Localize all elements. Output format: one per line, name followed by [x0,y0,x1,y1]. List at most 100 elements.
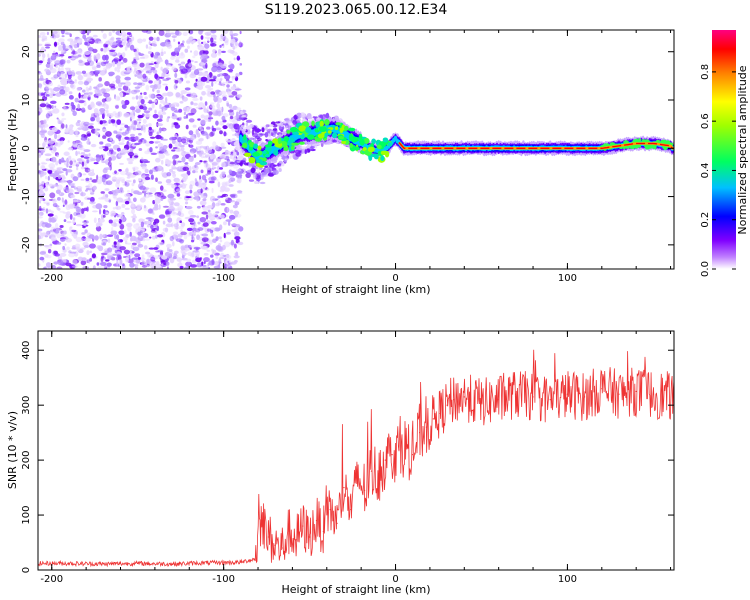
noise-speckle [181,156,186,163]
track-green-knot [319,120,324,127]
noise-speckle [220,142,225,147]
noise-speckle [228,60,232,65]
noise-speckle [94,128,98,135]
snr-xtick-label: 0 [392,574,398,585]
noise-speckle [105,44,109,48]
noise-speckle [231,223,238,226]
noise-speckle [68,179,72,185]
noise-speckle [126,66,131,72]
noise-speckle [120,239,123,243]
noise-speckle [100,261,107,267]
noise-speckle [173,202,180,207]
noise-speckle [153,43,157,47]
snr-data-point [343,486,345,489]
noise-speckle [152,113,159,119]
noise-speckle [55,227,60,231]
noise-speckle [59,225,64,229]
noise-speckle [228,95,234,98]
noise-speckle [148,41,151,46]
noise-speckle [124,81,131,87]
noise-speckle [118,169,122,172]
noise-speckle [121,203,126,209]
noise-speckle [127,157,134,163]
snr-data-point [463,396,465,398]
snr-data-point [267,536,269,538]
noise-speckle [74,79,77,82]
noise-speckle [92,34,98,38]
noise-speckle [193,50,199,57]
noise-speckle [212,213,217,217]
noise-speckle [38,43,43,47]
snr-data-point [363,489,366,491]
noise-speckle [77,48,83,54]
transition-speckle [242,109,247,113]
track-green-knot [242,142,248,147]
noise-speckle [68,250,72,254]
track-green-knot [371,138,377,145]
noise-speckle [130,133,136,137]
noise-speckle [196,81,203,87]
noise-speckle [38,263,41,267]
noise-speckle [44,44,52,47]
noise-speckle [151,211,154,215]
noise-speckle [169,235,174,242]
noise-speckle [150,229,156,233]
noise-speckle [104,250,110,254]
noise-speckle [89,122,94,126]
noise-speckle [90,143,97,148]
noise-speckle [114,67,118,72]
track-green-knot [653,144,657,150]
noise-speckle [230,33,236,37]
noise-speckle [135,108,141,114]
noise-speckle [201,237,209,243]
noise-speckle [211,162,218,166]
noise-speckle [156,191,164,198]
noise-speckle [179,116,182,120]
noise-speckle [172,241,175,247]
transition-speckle [307,116,313,120]
noise-speckle [44,86,49,92]
noise-speckle [64,73,68,79]
transition-speckle [270,132,274,136]
noise-speckle [198,51,203,56]
noise-speckle [204,227,210,234]
noise-speckle [139,197,146,203]
noise-speckle [59,54,65,57]
noise-speckle [203,261,206,265]
noise-speckle [46,31,50,36]
snr-data-point [498,399,500,401]
noise-speckle [75,107,82,111]
noise-speckle [55,189,61,195]
noise-speckle [49,243,53,247]
noise-speckle [52,31,58,35]
noise-speckle [51,126,58,133]
noise-speckle [38,78,46,81]
noise-speckle [205,214,209,220]
noise-speckle [196,133,201,138]
noise-speckle [200,188,203,194]
noise-speckle [176,257,182,262]
noise-speckle [167,217,173,223]
noise-speckle [70,101,74,107]
noise-speckle [171,170,176,174]
noise-speckle [172,147,178,150]
noise-speckle [134,253,141,258]
noise-speckle [124,124,129,128]
noise-speckle [38,162,41,166]
noise-speckle [141,124,146,131]
noise-speckle [57,196,61,201]
noise-speckle [184,162,189,165]
noise-speckle [122,85,129,91]
noise-speckle [233,210,240,216]
track-green-knot [339,127,344,134]
noise-speckle [47,130,54,136]
noise-speckle [176,217,181,222]
noise-speckle [45,158,50,162]
track-green-knot [338,136,345,140]
noise-speckle [239,63,243,66]
noise-speckle [210,176,217,181]
noise-speckle [185,124,189,130]
noise-speckle [153,99,158,103]
noise-speckle [101,160,107,164]
noise-speckle [195,140,203,145]
